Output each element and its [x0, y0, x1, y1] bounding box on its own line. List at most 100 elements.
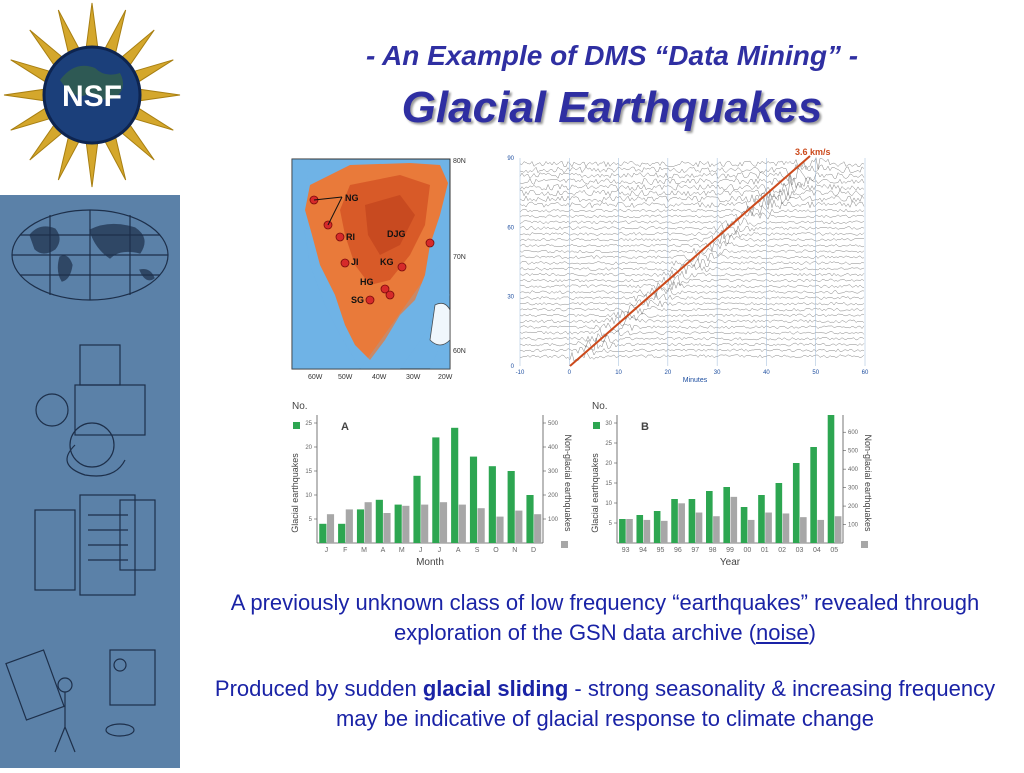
map-lat-label: 70N [453, 254, 466, 261]
logo-text: NSF [62, 80, 122, 113]
map-lon-label: 40W [372, 374, 387, 381]
seismo-xtick: 20 [665, 370, 672, 376]
seismic-trace [519, 269, 865, 280]
chart-title: No. [592, 401, 608, 412]
caption-text: - strong seasonality & increasing freque… [335, 676, 996, 731]
glacial-bar [792, 463, 800, 543]
seismo-xtick: 10 [615, 370, 622, 376]
non-glacial-bar [660, 520, 668, 543]
x-tick-label: 94 [639, 547, 647, 554]
seismic-trace [519, 167, 865, 182]
seismic-trace [519, 258, 865, 268]
map-label: SG [351, 295, 364, 305]
noise-link[interactable]: noise [756, 620, 809, 645]
seismometer-icon [79, 344, 121, 386]
non-glacial-bar [713, 516, 720, 543]
glacial-bar [740, 507, 748, 543]
x-tick-label: 97 [691, 547, 699, 554]
non-glacial-bar [477, 508, 485, 543]
x-tick-label: J [438, 547, 442, 554]
legend-swatch-glacial [293, 422, 300, 429]
seismic-trace [519, 344, 865, 356]
logo-ray [139, 88, 181, 102]
seismic-trace [519, 223, 865, 236]
y-axis-label: Glacial earthquakes [290, 453, 300, 533]
y-tick-label: 20 [605, 461, 612, 467]
glacial-bar [758, 495, 765, 543]
map-label: DJG [387, 229, 406, 239]
glacial-bar [507, 471, 515, 543]
map-label: HG [360, 277, 374, 287]
map-lat-label: 60N [453, 348, 466, 355]
glacial-bar [469, 456, 478, 543]
logo-ray [57, 9, 80, 54]
x-axis-label: Month [416, 557, 444, 568]
x-tick-label: D [531, 547, 536, 554]
x-tick-label: 99 [726, 547, 734, 554]
logo-ray [133, 59, 174, 83]
legend-swatch-glacial [593, 422, 600, 429]
glacial-bar [319, 523, 327, 543]
seismic-trace [519, 310, 865, 322]
slide-title: Glacial Earthquakes [401, 83, 823, 132]
caption-text: Produced by sudden [214, 676, 423, 701]
user-workstation-icon [5, 649, 65, 721]
y2-tick-label: 100 [548, 517, 559, 523]
non-glacial-bar [782, 513, 790, 543]
non-glacial-bar [747, 519, 755, 543]
seismic-trace [519, 191, 865, 206]
y2-axis-label: Non-glacial earthquakes [563, 434, 573, 532]
seismic-trace [519, 229, 865, 240]
logo-ray [104, 9, 127, 54]
seismic-trace [519, 247, 865, 257]
x-axis-label: Year [720, 557, 741, 568]
y2-tick-label: 200 [548, 493, 559, 499]
nsf-logo: NSF [0, 0, 185, 190]
chart-title: No. [292, 401, 308, 412]
y2-tick-label: 600 [848, 430, 859, 436]
seismic-trace [519, 333, 865, 344]
x-tick-label: M [361, 547, 367, 554]
logo-ray [85, 142, 99, 188]
y2-tick-label: 100 [848, 523, 859, 529]
y-tick-label: 25 [305, 421, 312, 427]
y-tick-label: 15 [605, 481, 612, 487]
seismic-trace [519, 274, 865, 287]
non-glacial-bar [383, 513, 391, 543]
seismic-trace [519, 286, 865, 298]
glacial-bar [338, 523, 346, 543]
map-lon-label: 60W [308, 374, 323, 381]
sidebar-illustrations [5, 209, 169, 753]
non-glacial-bar [421, 504, 429, 543]
seismo-ytick: 60 [507, 225, 514, 231]
map-lat-label: 80N [453, 158, 466, 165]
seismo-ytick: 90 [507, 156, 514, 162]
non-glacial-bar [678, 503, 685, 543]
seismo-xlabel: Minutes [683, 377, 708, 384]
map-lon-label: 30W [406, 374, 421, 381]
map-label: JI [351, 257, 359, 267]
y-tick-label: 10 [605, 501, 612, 507]
seismic-trace [519, 180, 865, 195]
y-tick-label: 5 [309, 517, 313, 523]
non-glacial-bar [643, 519, 651, 543]
seismic-trace [519, 163, 865, 175]
glacial-bar [413, 475, 421, 543]
map-lon-label: 20W [438, 374, 453, 381]
caption-discovery: A previously unknown class of low freque… [195, 588, 1015, 648]
seismogram-section: -10 0 10 20 30 40 50 60 0 30 60 90 3.6 km/s Minutes [495, 147, 880, 388]
y-axis-label: Glacial earthquakes [590, 453, 600, 533]
glacial-bar [688, 499, 696, 543]
caption-text: A previously unknown class of low freque… [230, 590, 980, 645]
x-tick-label: 01 [761, 547, 769, 554]
seismic-trace [519, 291, 865, 302]
non-glacial-bar [515, 510, 523, 543]
greenland-map: NG DJG RI KG JI HG SG 80N 70N 60N 60W 50… [290, 155, 475, 385]
non-glacial-bar [695, 512, 703, 543]
x-tick-label: 95 [657, 547, 665, 554]
caption-glacial-sliding: Produced by sudden glacial sliding - str… [195, 674, 1015, 734]
seismic-trace [519, 204, 865, 217]
caption-text: ) [808, 620, 816, 645]
seismic-trace [519, 240, 865, 252]
x-tick-label: 00 [743, 547, 751, 554]
